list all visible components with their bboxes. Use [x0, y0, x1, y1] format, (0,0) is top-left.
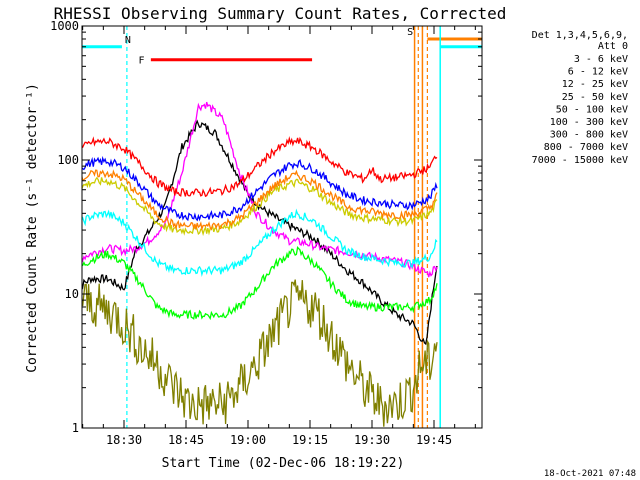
y-tick-label: 10	[65, 287, 79, 301]
interval-label: F	[138, 56, 144, 67]
y-tick-label: 100	[57, 153, 79, 167]
series-line	[82, 208, 438, 277]
legend-entry: 800 - 7000 keV	[544, 142, 628, 153]
axes: 1 10 100 1000 18:30 18:45 19:00 19:15 19:30 19:45	[50, 19, 483, 447]
x-axis-label: Start Time (02-Dec-06 18:19:22)	[162, 456, 405, 471]
x-tick-label: 19:30	[354, 433, 390, 447]
legend-entry: 6 - 12 keV	[568, 67, 628, 78]
chart-title: RHESSI Observing Summary Count Rates, Co…	[54, 4, 507, 23]
legend-entry: 300 - 800 keV	[550, 130, 628, 141]
y-tick-label: 1000	[50, 19, 79, 33]
interval-label: N	[125, 35, 131, 46]
y-axis-label: Corrected Count Rate (s⁻¹ detector⁻¹)	[25, 83, 40, 373]
footer-timestamp: 18-Oct-2021 07:48	[544, 469, 636, 479]
plot-area: NF S	[82, 26, 482, 428]
plot-frame	[81, 25, 483, 429]
legend-header: Att 0	[598, 41, 628, 52]
legend-entry: 12 - 25 keV	[562, 79, 628, 90]
series-line	[82, 101, 438, 278]
interval-label: S	[407, 27, 413, 38]
y-tick-label: 1	[72, 421, 79, 435]
legend: Det 1,3,4,5,6,9,Att 0 3 - 6 keV 6 - 12 keV…	[532, 30, 628, 166]
series-line	[82, 279, 438, 427]
legend-entry: 3 - 6 keV	[574, 54, 628, 65]
series-line	[82, 176, 438, 237]
legend-entry: 7000 - 15000 keV	[532, 155, 628, 166]
x-tick-label: 19:00	[230, 433, 266, 447]
x-tick-label: 18:30	[106, 433, 142, 447]
legend-entry: 100 - 300 keV	[550, 117, 628, 128]
series-line	[82, 245, 438, 321]
x-tick-label: 19:45	[416, 433, 452, 447]
legend-header: Det 1,3,4,5,6,9,	[532, 30, 628, 41]
series-line	[82, 169, 438, 232]
legend-entry: 50 - 100 keV	[556, 104, 628, 115]
x-tick-label: 19:15	[292, 433, 328, 447]
series-line	[82, 136, 438, 198]
x-tick-label: 18:45	[168, 433, 204, 447]
series-line	[82, 155, 438, 222]
legend-entry: 25 - 50 keV	[562, 92, 628, 103]
